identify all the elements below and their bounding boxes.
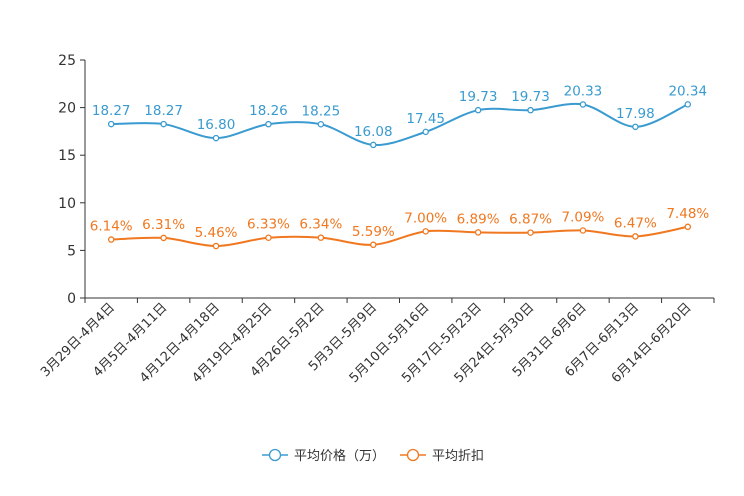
- data-point: [422, 128, 429, 136]
- legend-item-1: 平均价格（万）: [262, 448, 385, 464]
- data-point: [160, 120, 167, 128]
- data-label: 6.33%: [247, 217, 290, 233]
- legend-item-2: 平均折扣: [400, 448, 484, 464]
- data-label: 7.09%: [562, 210, 605, 226]
- data-point: [527, 106, 534, 114]
- data-label: 20.33: [564, 83, 603, 99]
- data-label: 20.34: [668, 83, 707, 99]
- data-point: [684, 223, 692, 231]
- data-label: 6.47%: [614, 215, 657, 231]
- data-label: 6.34%: [299, 217, 342, 233]
- data-point: [579, 227, 587, 234]
- y-tick-label: 5: [67, 243, 76, 259]
- data-point: [579, 101, 587, 108]
- legend-label: 平均价格（万）: [294, 448, 385, 464]
- data-label: 16.08: [354, 124, 393, 140]
- data-point: [317, 234, 325, 241]
- data-label: 18.26: [249, 103, 288, 119]
- data-point: [265, 120, 272, 128]
- data-label: 5.46%: [195, 225, 238, 241]
- data-point: [265, 234, 272, 241]
- series-1-line: [111, 102, 689, 146]
- data-label: 6.89%: [457, 211, 500, 227]
- legend-label: 平均折扣: [432, 449, 484, 464]
- y-tick-label: 20: [58, 101, 76, 117]
- data-label: 7.48%: [666, 206, 709, 222]
- data-point: [632, 233, 639, 240]
- data-label: 18.27: [144, 103, 183, 119]
- data-label: 17.98: [616, 106, 655, 122]
- data-label: 18.27: [92, 103, 131, 119]
- data-label: 17.45: [406, 111, 445, 127]
- data-point: [370, 241, 377, 249]
- data-label: 18.25: [302, 103, 341, 119]
- series-2: 6.14% 6.31% 5.46% 6.33% 6.34% 5.59% 7.00% 6.89%…: [90, 206, 709, 250]
- data-point: [684, 101, 692, 108]
- data-point: [422, 228, 429, 235]
- series-2-line: [111, 225, 688, 248]
- data-point: [474, 106, 482, 114]
- y-tick-label: 15: [58, 148, 76, 164]
- data-label: 6.14%: [90, 219, 133, 235]
- data-point: [212, 242, 220, 250]
- data-label: 6.87%: [509, 212, 552, 228]
- data-label: 19.73: [459, 89, 498, 105]
- data-point: [107, 236, 115, 243]
- data-point: [527, 229, 534, 236]
- data-point: [317, 121, 325, 128]
- data-point: [107, 120, 115, 128]
- data-point: [474, 229, 482, 236]
- data-point: [212, 134, 220, 142]
- legend-marker: [406, 448, 420, 462]
- data-label: 5.59%: [352, 224, 395, 240]
- y-tick-label: 25: [58, 53, 76, 69]
- data-label: 7.00%: [404, 210, 447, 226]
- y-tick-label: 10: [58, 196, 76, 212]
- data-label: 16.80: [197, 117, 236, 133]
- y-tick-label: 0: [67, 291, 76, 307]
- legend-marker: [268, 448, 282, 462]
- series-1: 18.27 18.27 16.80 18.26 18.25 16.08 17.45 19.73…: [92, 83, 707, 149]
- data-label: 19.73: [511, 89, 550, 105]
- data-label: 6.31%: [142, 217, 185, 233]
- data-point: [160, 234, 167, 242]
- legend: 平均价格（万） 平均折扣: [262, 448, 484, 464]
- data-point: [632, 123, 639, 131]
- data-point: [370, 141, 377, 149]
